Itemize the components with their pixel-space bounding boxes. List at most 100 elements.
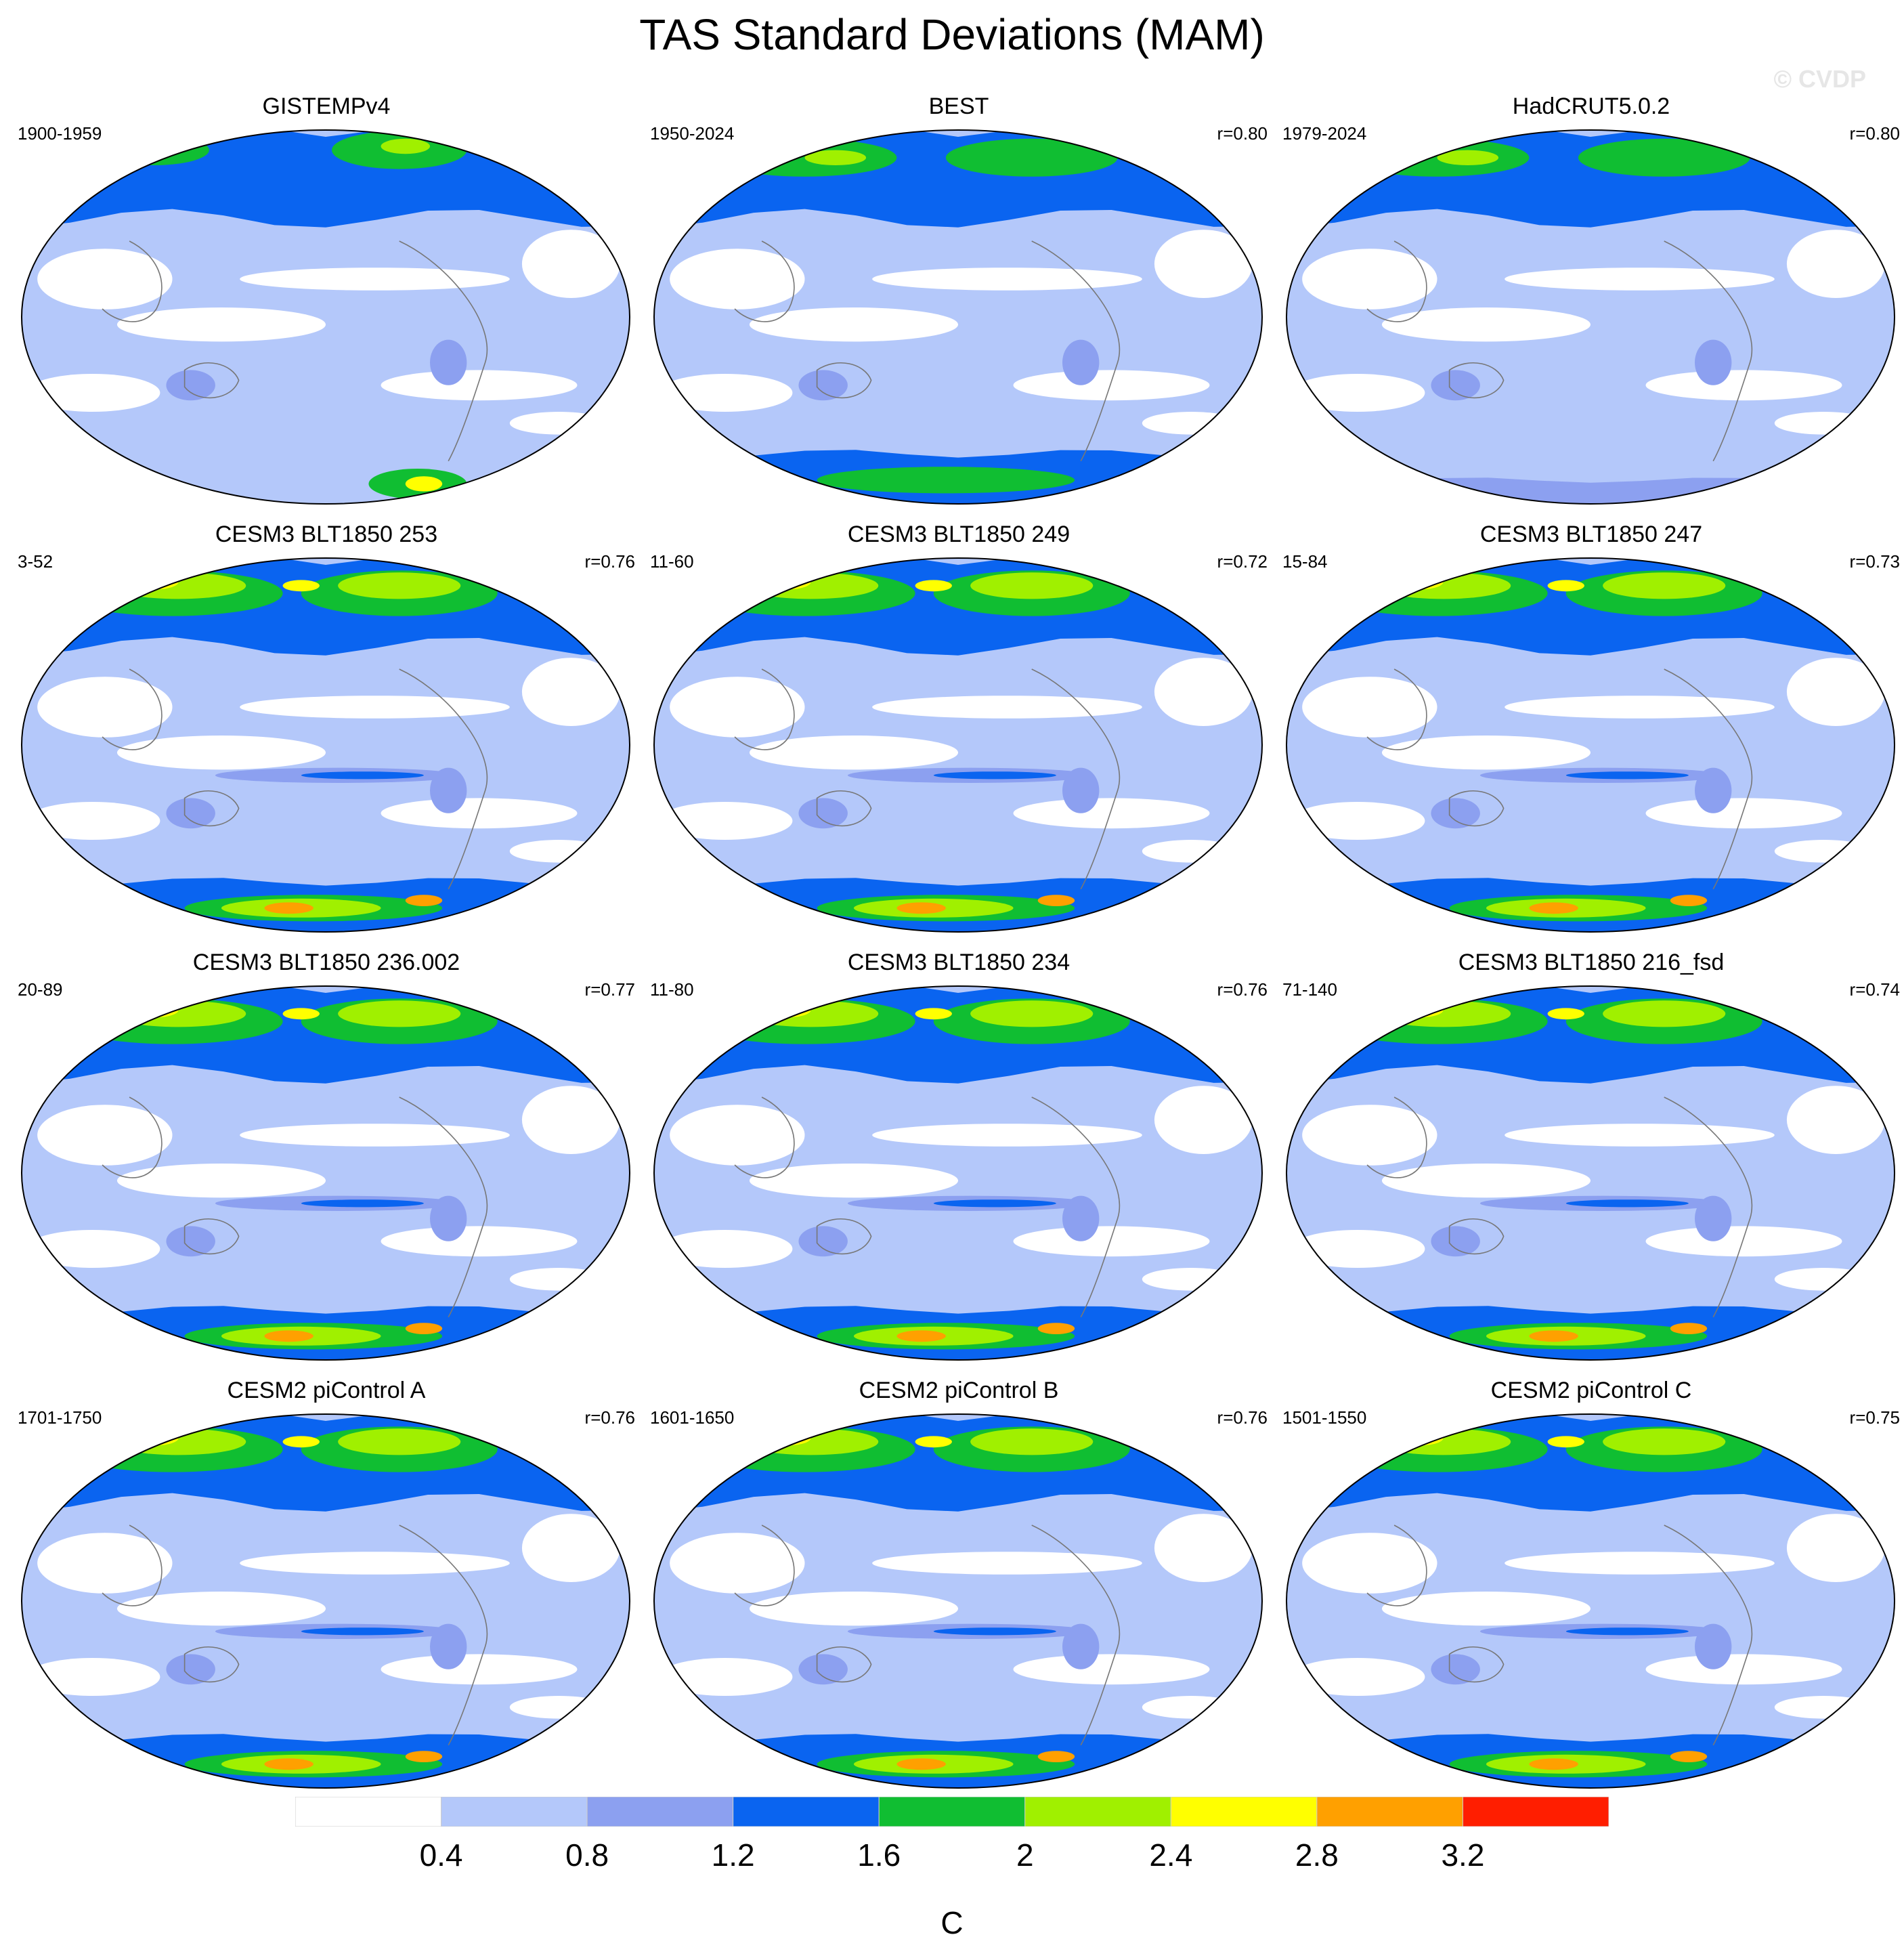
map-panel: CESM3 BLT1850 249 11-60 r=0.72 <box>642 521 1276 941</box>
panel-title: CESM2 piControl C <box>1490 1378 1692 1403</box>
siberia-max <box>915 1008 952 1020</box>
low-var-region <box>1013 1654 1210 1685</box>
low-var-region <box>240 1552 510 1575</box>
map-outline <box>21 1413 630 1789</box>
low-var-region <box>240 1124 510 1147</box>
eurasia-max <box>762 1002 811 1018</box>
colorbar-swatch <box>586 1796 734 1827</box>
map-projection <box>1286 1413 1895 1789</box>
panel-correlation: r=0.72 <box>1217 551 1268 572</box>
low-var-region <box>509 1696 608 1719</box>
mod-var-region <box>798 798 848 829</box>
low-var-region <box>1013 1226 1210 1257</box>
eurasia-peak <box>110 1000 246 1027</box>
low-var-region <box>670 1105 805 1166</box>
antarctic-max <box>405 1751 443 1762</box>
coastlines <box>102 1096 488 1318</box>
panel-correlation: r=0.76 <box>584 551 635 572</box>
eurasia-high <box>98 135 209 165</box>
panel-title: BEST <box>928 93 989 119</box>
low-var-region <box>1302 249 1437 310</box>
low-var-region <box>1645 798 1842 829</box>
low-var-region <box>1142 840 1240 863</box>
panel-years: 11-60 <box>650 551 694 572</box>
panel-title: CESM3 BLT1850 236.002 <box>192 950 460 975</box>
coastlines <box>734 1525 1121 1746</box>
antarctic-peak <box>405 476 443 492</box>
low-var-region <box>1381 736 1591 770</box>
coastlines <box>734 668 1121 890</box>
low-var-region <box>1013 370 1210 401</box>
panel-years: 1501-1550 <box>1282 1407 1367 1428</box>
map-outline <box>21 985 630 1361</box>
namerica-peak <box>970 1000 1094 1027</box>
colorbar-swatch <box>441 1796 588 1827</box>
colorbar-swatch <box>295 1796 442 1827</box>
namerica-peak <box>338 1000 461 1027</box>
enso-core <box>933 1627 1056 1636</box>
low-var-region <box>37 1533 173 1594</box>
namerica-high <box>945 138 1118 177</box>
map-projection <box>1286 557 1895 933</box>
low-var-region <box>381 1226 578 1257</box>
low-var-region <box>1142 1268 1240 1291</box>
namerica-peak <box>381 138 431 154</box>
panel-years: 11-80 <box>650 979 694 1000</box>
mod-var-region <box>1062 339 1100 385</box>
map-projection <box>653 985 1263 1361</box>
low-var-region <box>1013 798 1210 829</box>
mod-var-region <box>1431 1226 1480 1257</box>
panel-title: CESM2 piControl A <box>227 1378 426 1403</box>
low-var-region <box>1774 1696 1873 1719</box>
siberia-max <box>1547 1436 1584 1448</box>
low-var-region <box>509 412 608 435</box>
low-var-region <box>1142 1696 1240 1719</box>
enso-core <box>933 771 1056 780</box>
antarctic-max <box>1670 895 1708 906</box>
map-outline <box>1286 557 1895 933</box>
enso-core <box>1565 1627 1689 1636</box>
map-panel: CESM3 BLT1850 236.002 20-89 r=0.77 <box>9 950 643 1369</box>
antarctic-max <box>1670 1751 1708 1762</box>
panel-correlation: r=0.74 <box>1849 979 1900 1000</box>
antarctic-max <box>1037 895 1075 906</box>
panel-title: CESM2 piControl B <box>859 1378 1059 1403</box>
namerica-peak <box>1603 572 1726 599</box>
panel-title: CESM3 BLT1850 253 <box>215 521 438 547</box>
antarctic-max <box>405 1323 443 1334</box>
coastlines <box>1366 1096 1753 1318</box>
antarctic-max <box>264 902 313 914</box>
low-var-region <box>1154 1086 1253 1154</box>
colorbar-swatch <box>1024 1796 1171 1827</box>
antarctic-max <box>896 1758 946 1770</box>
panel-correlation: r=0.80 <box>1217 123 1268 144</box>
map-panel: CESM2 piControl B 1601-1650 r=0.76 <box>642 1378 1276 1797</box>
siberia-max <box>1547 1008 1584 1020</box>
low-var-region <box>1142 412 1240 435</box>
coastlines <box>102 1525 488 1746</box>
antarctic-high <box>817 467 1075 494</box>
panel-correlation: r=0.77 <box>584 979 635 1000</box>
low-var-region <box>872 268 1142 291</box>
colorbar-tick-label: 2.4 <box>1149 1837 1193 1873</box>
low-var-region <box>749 1592 958 1626</box>
colorbar-tick-label: 0.8 <box>565 1837 609 1873</box>
low-var-region <box>749 307 958 342</box>
colorbar-unit-label: C <box>940 1905 964 1940</box>
namerica-peak <box>338 572 461 599</box>
map-projection <box>21 985 630 1361</box>
antarctic-max <box>1037 1751 1075 1762</box>
watermark: © CVDP <box>1773 65 1866 93</box>
namerica-peak <box>970 1428 1094 1455</box>
low-var-region <box>116 1592 326 1626</box>
panel-years: 71-140 <box>1282 979 1337 1000</box>
eurasia-peak <box>743 1428 879 1455</box>
arctic-band <box>1286 130 1895 228</box>
eurasia-max <box>762 574 811 590</box>
low-var-region <box>1786 230 1885 298</box>
map-outline <box>21 557 630 933</box>
low-var-region <box>1302 1105 1437 1166</box>
colorbar <box>295 1796 1609 1827</box>
low-var-region <box>1290 374 1425 412</box>
mod-var-region <box>166 370 215 401</box>
